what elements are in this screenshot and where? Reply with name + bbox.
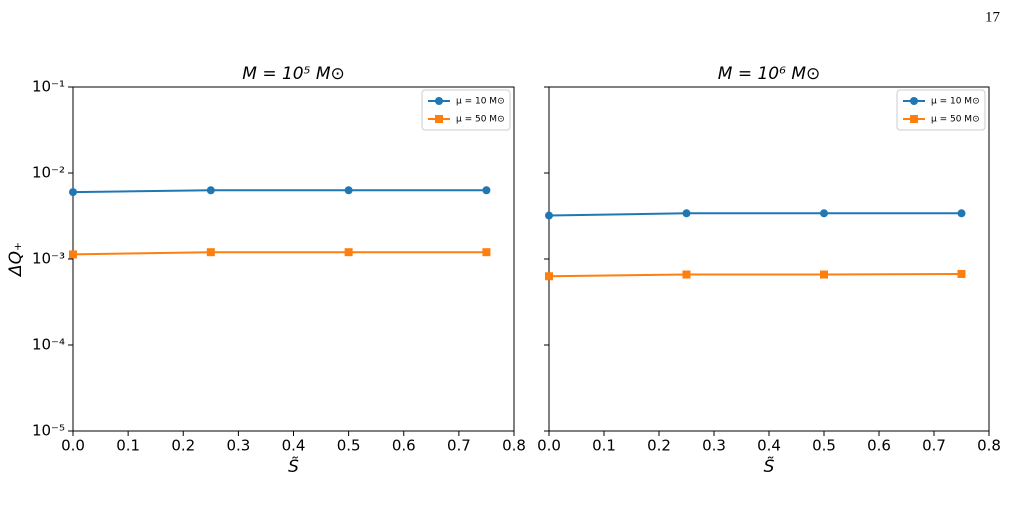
x-tick-label: 0.6 <box>867 437 891 455</box>
series-line <box>72 189 487 194</box>
x-tick-label: 0.0 <box>61 437 85 455</box>
x-tick-label: 0.4 <box>282 437 306 455</box>
legend-marker <box>435 97 443 105</box>
x-tick-label: 0.5 <box>812 437 836 455</box>
plot-frame <box>72 86 515 432</box>
y-tick-label: 10⁻² <box>32 164 65 182</box>
x-tick-label: 0.7 <box>447 437 471 455</box>
legend-marker <box>910 97 918 105</box>
point <box>545 272 553 281</box>
point <box>957 209 966 218</box>
point <box>69 250 77 259</box>
point <box>482 186 491 195</box>
y-tick-label: 10⁻¹ <box>32 78 65 96</box>
point <box>682 270 691 279</box>
y-tick-label: 10⁻⁵ <box>32 422 65 440</box>
legend-marker <box>910 115 918 123</box>
point <box>957 269 966 278</box>
point <box>344 186 353 195</box>
point <box>820 270 828 279</box>
series-line <box>548 212 962 217</box>
legend-box <box>421 89 511 131</box>
x-tick-label: 0.8 <box>977 437 1001 455</box>
x-tick-label: 0.6 <box>392 437 416 455</box>
legend-marker <box>435 115 443 123</box>
chart-title: M = 10⁵ M⊙ <box>242 64 344 84</box>
x-tick-label: 0.0 <box>537 437 561 455</box>
legend-label: μ = 50 M⊙ <box>931 115 980 125</box>
series-line <box>72 251 487 256</box>
point <box>482 248 491 257</box>
point <box>206 248 215 257</box>
x-tick-label: 0.2 <box>647 437 671 455</box>
x-tick-label: 0.3 <box>702 437 726 455</box>
x-tick-label: 0.1 <box>592 437 616 455</box>
x-tick-label: 0.8 <box>502 437 526 455</box>
legend-label: μ = 10 M⊙ <box>456 97 505 107</box>
legend-box <box>896 89 986 131</box>
x-tick-label: 0.4 <box>757 437 781 455</box>
point <box>820 209 828 218</box>
x-axis-label: S̃ <box>764 456 775 477</box>
x-tick-label: 0.2 <box>171 437 195 455</box>
legend-label: μ = 50 M⊙ <box>456 115 505 125</box>
legend-label: μ = 10 M⊙ <box>931 97 980 107</box>
point <box>206 186 215 195</box>
chart-title: M = 10⁶ M⊙ <box>718 64 820 84</box>
x-tick-label: 0.5 <box>337 437 361 455</box>
series-line <box>548 272 962 278</box>
page-number: 17 <box>985 9 1001 25</box>
point <box>682 209 691 218</box>
plot-frame <box>548 86 990 432</box>
y-tick-label: 10⁻³ <box>32 250 65 268</box>
y-tick-label: 10⁻⁴ <box>32 336 65 354</box>
point <box>69 188 77 197</box>
point <box>344 248 353 257</box>
y-axis-label: ΔQ₊ <box>6 242 26 278</box>
x-tick-label: 0.3 <box>226 437 250 455</box>
x-tick-label: 0.1 <box>116 437 140 455</box>
point <box>545 211 553 220</box>
x-axis-label: S̃ <box>288 456 299 477</box>
x-tick-label: 0.7 <box>922 437 946 455</box>
